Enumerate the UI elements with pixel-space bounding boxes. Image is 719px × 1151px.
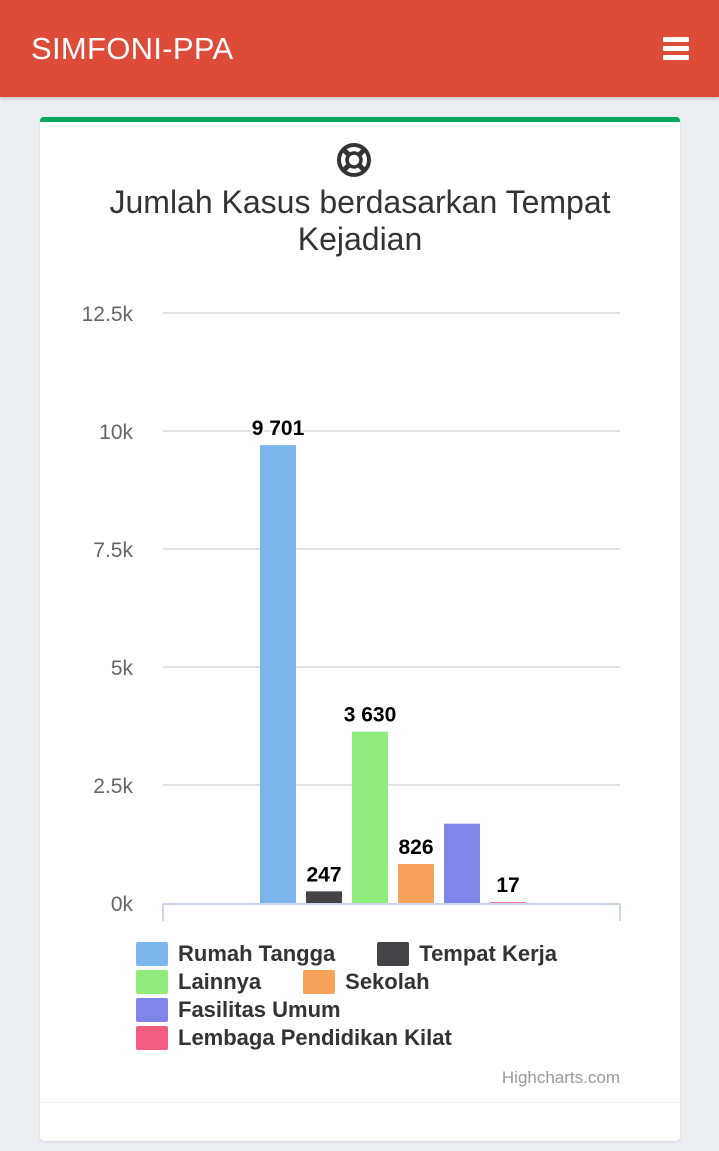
bar-lainnya <box>352 731 388 903</box>
y-tick-label: 5k <box>111 657 134 680</box>
hamburger-menu-icon[interactable] <box>663 36 691 61</box>
legend-item[interactable]: Lembaga Pendidikan Kilat <box>136 1025 452 1051</box>
data-label: 9 701 <box>252 417 305 440</box>
legend-label: Fasilitas Umum <box>178 997 341 1022</box>
bar-fasilitas-umum <box>444 823 480 903</box>
legend-row: Lainnya Sekolah <box>136 968 636 996</box>
data-label: 826 <box>398 836 433 859</box>
bar-sekolah <box>398 864 434 903</box>
legend-swatch <box>136 998 168 1022</box>
y-tick-label: 7.5k <box>93 539 133 562</box>
legend-swatch <box>136 970 168 994</box>
legend-item[interactable]: Tempat Kerja <box>377 941 557 967</box>
y-tick-label: 2.5k <box>93 775 133 798</box>
legend-row: Fasilitas Umum <box>136 996 636 1024</box>
life-ring-icon <box>337 143 371 177</box>
legend-label: Tempat Kerja <box>419 941 558 966</box>
legend-label: Lainnya <box>178 969 262 994</box>
bar-chart: 0k 2.5k 5k 7.5k 10k 12.5k 9 701 247 3 630 826 17 <box>82 303 621 921</box>
legend-swatch <box>136 942 168 966</box>
legend-swatch <box>136 1026 168 1050</box>
chart-card: Jumlah Kasus berdasarkan Tempat Kejadian… <box>40 117 680 1141</box>
bar-lembaga-pendidikan-kilat <box>490 902 526 903</box>
legend-item[interactable]: Lainnya <box>136 969 261 995</box>
legend-label: Lembaga Pendidikan Kilat <box>178 1025 452 1050</box>
legend-label: Rumah Tangga <box>178 941 336 966</box>
y-tick-label: 10k <box>99 421 133 444</box>
legend-row: Rumah Tangga Tempat Kerja <box>136 940 636 968</box>
legend-item[interactable]: Rumah Tangga <box>136 941 335 967</box>
y-tick-label: 0k <box>111 893 134 916</box>
legend-swatch <box>377 942 410 966</box>
chart-legend: Rumah Tangga Tempat Kerja Lainnya Sekolah Fa… <box>136 940 636 1052</box>
data-label: 17 <box>496 874 519 897</box>
data-label: 247 <box>306 863 341 886</box>
chart-credits[interactable]: Highcharts.com <box>501 1068 620 1087</box>
legend-swatch <box>303 970 336 994</box>
legend-row: Lembaga Pendidikan Kilat <box>136 1024 636 1052</box>
legend-item[interactable]: Fasilitas Umum <box>136 997 341 1023</box>
legend-item[interactable]: Sekolah <box>303 969 430 995</box>
y-tick-label: 12.5k <box>82 303 134 326</box>
legend-label: Sekolah <box>345 969 430 994</box>
bar-tempat-kerja <box>306 891 342 903</box>
bar-rumah-tangga <box>260 445 296 903</box>
card-footer-divider <box>40 1102 680 1103</box>
chart-title: Jumlah Kasus berdasarkan Tempat Kejadian <box>109 184 611 257</box>
app-header: SIMFONI-PPA <box>0 0 719 97</box>
app-brand[interactable]: SIMFONI-PPA <box>31 30 234 66</box>
data-label: 3 630 <box>344 704 397 727</box>
